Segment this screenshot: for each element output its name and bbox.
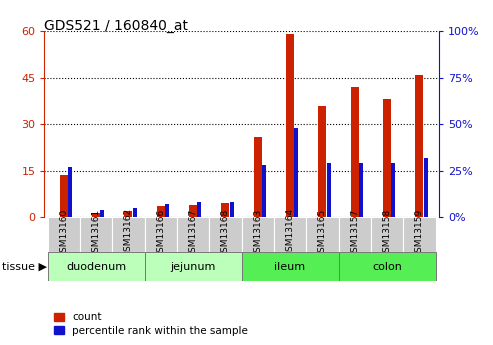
Bar: [221, 203, 229, 217]
Text: GSM13165: GSM13165: [318, 208, 327, 257]
Text: GSM13160: GSM13160: [59, 208, 68, 257]
Bar: [144, 252, 242, 281]
Text: GSM13161: GSM13161: [92, 208, 101, 257]
Bar: [294, 128, 298, 217]
Bar: [48, 217, 80, 252]
Bar: [339, 217, 371, 252]
Bar: [274, 217, 306, 252]
Bar: [165, 204, 169, 217]
Bar: [48, 252, 144, 281]
Text: ileum: ileum: [275, 262, 306, 272]
Bar: [60, 175, 68, 217]
Bar: [124, 211, 133, 217]
Bar: [262, 165, 266, 217]
Bar: [339, 252, 435, 281]
Text: GSM13157: GSM13157: [350, 208, 359, 257]
Bar: [351, 87, 359, 217]
Bar: [92, 213, 100, 217]
Bar: [403, 217, 435, 252]
Bar: [371, 217, 403, 252]
Text: GSM13168: GSM13168: [221, 208, 230, 257]
Bar: [254, 137, 262, 217]
Text: tissue ▶: tissue ▶: [2, 262, 47, 271]
Bar: [209, 217, 242, 252]
Bar: [80, 217, 112, 252]
Bar: [177, 217, 209, 252]
Text: GSM13159: GSM13159: [415, 208, 424, 257]
Bar: [286, 34, 294, 217]
Legend: count, percentile rank within the sample: count, percentile rank within the sample: [50, 308, 252, 340]
Bar: [424, 158, 427, 217]
Text: colon: colon: [372, 262, 402, 272]
Bar: [306, 217, 339, 252]
Bar: [383, 99, 391, 217]
Text: duodenum: duodenum: [66, 262, 126, 272]
Text: GSM13167: GSM13167: [189, 208, 198, 257]
Bar: [318, 106, 326, 217]
Bar: [415, 75, 423, 217]
Text: GSM13166: GSM13166: [156, 208, 165, 257]
Bar: [242, 252, 339, 281]
Bar: [68, 167, 72, 217]
Bar: [157, 206, 165, 217]
Bar: [144, 217, 177, 252]
Bar: [133, 208, 137, 217]
Bar: [101, 210, 105, 217]
Bar: [197, 203, 201, 217]
Text: GDS521 / 160840_at: GDS521 / 160840_at: [44, 19, 188, 33]
Bar: [359, 163, 363, 217]
Text: jejunum: jejunum: [171, 262, 216, 272]
Text: GSM13162: GSM13162: [124, 208, 133, 257]
Bar: [242, 217, 274, 252]
Bar: [112, 217, 144, 252]
Bar: [327, 163, 331, 217]
Bar: [189, 205, 197, 217]
Text: GSM13164: GSM13164: [285, 208, 294, 257]
Text: GSM13158: GSM13158: [383, 208, 391, 257]
Bar: [230, 203, 234, 217]
Bar: [391, 163, 395, 217]
Text: GSM13163: GSM13163: [253, 208, 262, 257]
